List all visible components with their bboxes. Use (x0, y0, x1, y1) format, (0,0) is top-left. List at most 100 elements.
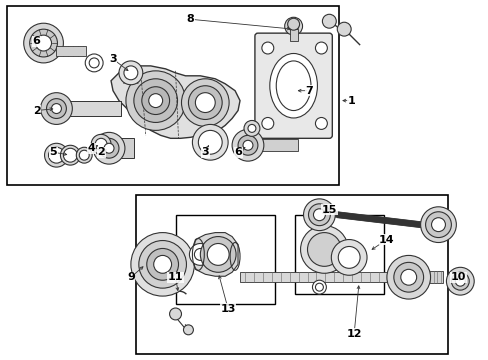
Circle shape (454, 276, 464, 286)
Circle shape (300, 226, 347, 273)
Bar (423, 271, 443, 283)
Circle shape (148, 94, 163, 108)
Circle shape (262, 117, 273, 129)
Circle shape (181, 79, 229, 126)
Circle shape (393, 262, 423, 292)
Circle shape (51, 104, 61, 113)
Text: 3: 3 (201, 147, 209, 157)
Ellipse shape (276, 61, 310, 111)
Circle shape (232, 129, 264, 161)
Text: 10: 10 (450, 272, 465, 282)
Circle shape (36, 35, 51, 51)
Circle shape (24, 23, 63, 63)
Text: 1: 1 (346, 96, 354, 105)
Circle shape (95, 138, 107, 150)
Circle shape (93, 132, 124, 164)
Circle shape (41, 93, 72, 125)
Text: 8: 8 (186, 14, 194, 24)
Bar (175, 215, 274, 304)
Circle shape (48, 147, 64, 163)
Text: 6: 6 (234, 147, 242, 157)
Circle shape (262, 42, 273, 54)
Circle shape (243, 140, 252, 150)
Text: 13: 13 (220, 304, 235, 314)
Circle shape (331, 239, 366, 275)
Circle shape (85, 54, 103, 72)
Circle shape (200, 237, 236, 272)
Circle shape (183, 325, 193, 335)
Circle shape (119, 61, 142, 85)
Text: 4: 4 (87, 143, 95, 153)
Circle shape (386, 255, 429, 299)
Bar (136, 195, 447, 354)
Circle shape (139, 240, 186, 288)
Text: 14: 14 (378, 234, 394, 244)
Circle shape (238, 135, 257, 155)
Circle shape (61, 145, 80, 165)
Circle shape (192, 125, 228, 160)
Text: 3: 3 (109, 54, 117, 64)
Text: 5: 5 (50, 147, 57, 157)
Circle shape (308, 204, 330, 226)
Circle shape (284, 17, 302, 35)
Circle shape (247, 125, 255, 132)
Circle shape (195, 93, 215, 113)
Text: 2: 2 (97, 147, 105, 157)
Circle shape (153, 255, 171, 273)
Circle shape (79, 150, 89, 160)
Circle shape (244, 121, 259, 136)
Bar (7, 6, 339, 185)
Text: 6: 6 (33, 36, 41, 46)
Circle shape (446, 267, 473, 295)
Circle shape (322, 14, 336, 28)
Circle shape (169, 308, 181, 320)
Circle shape (131, 233, 194, 296)
Bar (56, 100, 121, 117)
Circle shape (431, 218, 445, 231)
Bar (294, 215, 383, 294)
Circle shape (307, 233, 341, 266)
Circle shape (425, 212, 450, 238)
Polygon shape (192, 233, 238, 276)
Circle shape (315, 283, 323, 291)
Circle shape (312, 280, 325, 294)
Circle shape (44, 143, 68, 167)
Circle shape (46, 99, 66, 118)
Circle shape (89, 58, 99, 68)
Circle shape (189, 243, 211, 265)
Text: 12: 12 (346, 329, 361, 339)
Circle shape (188, 86, 222, 120)
Text: 7: 7 (305, 86, 313, 96)
Circle shape (123, 66, 138, 80)
Circle shape (194, 248, 206, 260)
Circle shape (99, 138, 119, 158)
Circle shape (450, 272, 468, 290)
Circle shape (126, 71, 185, 130)
Text: 2: 2 (33, 105, 41, 116)
Bar (257, 139, 297, 151)
Circle shape (313, 209, 325, 221)
Bar (56, 46, 86, 56)
Circle shape (420, 207, 455, 243)
Circle shape (134, 79, 177, 122)
Circle shape (288, 21, 298, 31)
Circle shape (400, 269, 416, 285)
Text: 11: 11 (167, 272, 183, 282)
Polygon shape (111, 66, 240, 138)
Bar (289, 29, 297, 41)
Ellipse shape (269, 54, 317, 118)
Circle shape (30, 29, 57, 57)
Bar (240, 272, 403, 282)
Circle shape (315, 42, 326, 54)
Circle shape (303, 199, 335, 231)
Circle shape (91, 134, 111, 154)
Circle shape (315, 117, 326, 129)
Circle shape (207, 243, 229, 265)
FancyBboxPatch shape (254, 33, 332, 138)
Circle shape (338, 247, 359, 268)
Circle shape (337, 22, 350, 36)
Circle shape (198, 130, 222, 154)
Circle shape (146, 248, 178, 280)
Circle shape (104, 143, 114, 153)
Circle shape (63, 148, 77, 162)
